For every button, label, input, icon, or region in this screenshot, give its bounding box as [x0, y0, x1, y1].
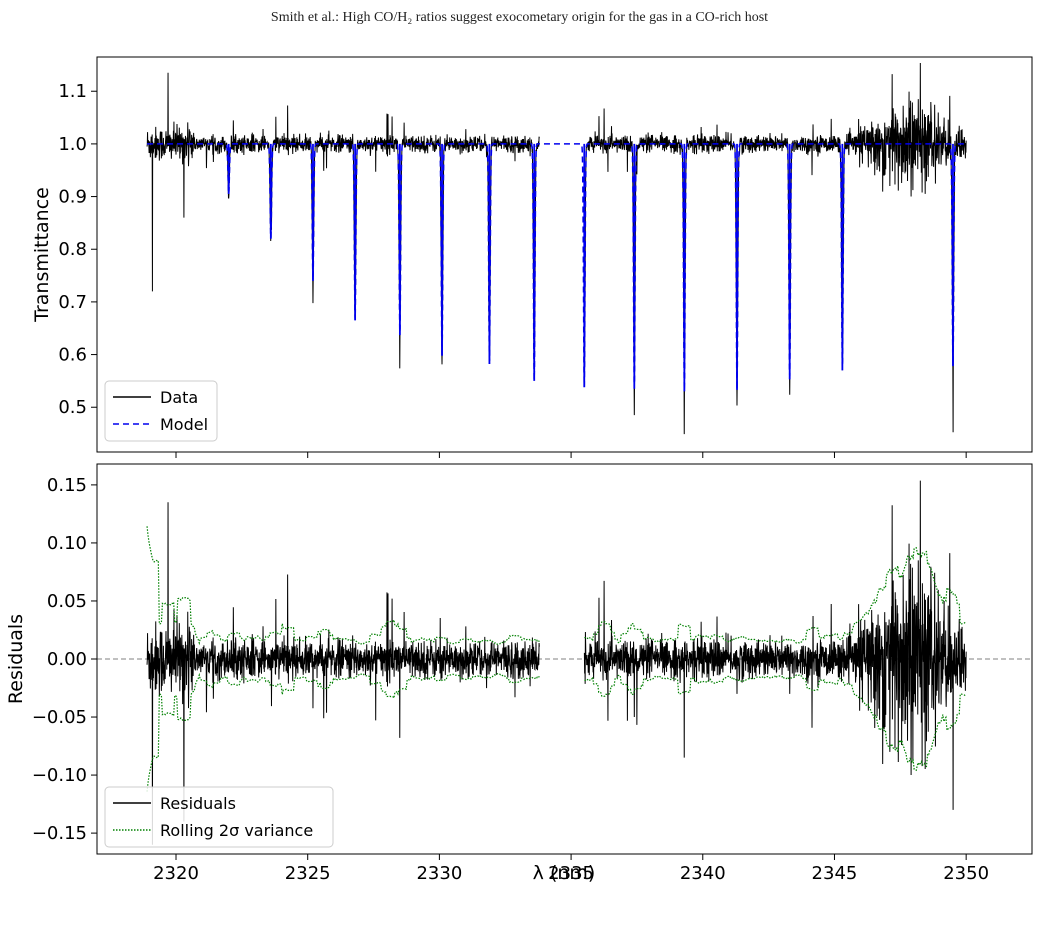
x-axis-label: λ (nm)	[533, 862, 596, 884]
bottom-y-axis-label: Residuals	[5, 614, 27, 704]
residuals-panel: 2320 2325 2330 2335 2340 2345 2350 −0.15−0.10−…	[5, 463, 1033, 884]
y-tick-label: 0.9	[58, 187, 87, 208]
top-y-ticks: 0.5 0.6 0.7 0.8 0.9 1.0 1.1	[58, 81, 97, 418]
residuals-line	[146, 480, 967, 845]
top-y-axis-label: Transmittance	[31, 187, 53, 323]
x-tick-label: 2325	[285, 863, 331, 884]
residuals-series	[146, 480, 967, 845]
rolling-variance-series	[146, 526, 966, 792]
bottom-legend: Residuals Rolling 2σ variance	[104, 786, 334, 848]
y-tick-label: 1.1	[58, 81, 87, 102]
y-tick-label: 0.15	[47, 475, 87, 496]
variance-lower-line	[146, 672, 966, 792]
bottom-y-ticks: −0.15 −0.10 −0.05 0.00 0.05 0.10 0.15	[32, 475, 97, 844]
x-tick-label: 2340	[680, 863, 726, 884]
legend-model-label: Model	[160, 415, 208, 434]
top-legend: Data Model	[104, 380, 218, 442]
y-tick-label: −0.15	[32, 823, 87, 844]
y-tick-label: 0.10	[47, 533, 87, 554]
y-tick-label: 0.8	[58, 239, 87, 260]
y-tick-label: 0.00	[47, 649, 87, 670]
y-tick-label: −0.05	[32, 707, 87, 728]
x-tick-label: 2350	[943, 863, 989, 884]
figure-caption	[0, 908, 1039, 938]
page-header: Smith et al.: High CO/H₂ ratios suggest …	[270, 10, 769, 25]
top-plot-frame	[96, 56, 1033, 453]
model-line	[147, 143, 967, 391]
y-tick-label: 0.6	[58, 345, 87, 366]
legend-residuals-label: Residuals	[160, 794, 236, 813]
x-tick-label: 2345	[812, 863, 858, 884]
y-tick-label: 0.05	[47, 591, 87, 612]
top-x-ticks	[175, 452, 967, 458]
x-tick-label: 2320	[153, 863, 199, 884]
legend-data-label: Data	[160, 388, 198, 407]
variance-upper-line	[146, 526, 966, 646]
transmittance-model-series	[147, 143, 967, 392]
y-tick-label: 0.5	[58, 397, 87, 418]
transmittance-panel: 0.5 0.6 0.7 0.8 0.9 1.0 1.1 Transmittance Data…	[31, 56, 1033, 458]
bottom-x-ticks: 2320 2325 2330 2335 2340 2345 2350	[153, 854, 989, 884]
legend-variance-label: Rolling 2σ variance	[160, 821, 313, 840]
y-tick-label: 0.7	[58, 292, 87, 313]
y-tick-label: 1.0	[58, 134, 87, 155]
x-tick-label: 2335	[548, 863, 594, 884]
x-tick-label: 2330	[416, 863, 462, 884]
y-tick-label: −0.10	[32, 765, 87, 786]
